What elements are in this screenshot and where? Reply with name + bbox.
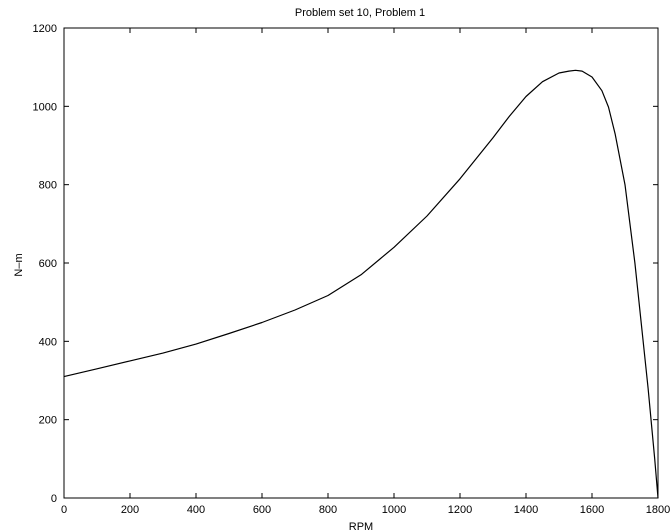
y-tick-label: 600: [39, 258, 57, 270]
series-group: [63, 69, 659, 499]
x-tick-label: 1000: [382, 504, 406, 516]
x-tick-label: 0: [61, 504, 67, 516]
y-tick-label: 1000: [33, 101, 57, 113]
y-tick-label: 1200: [33, 23, 57, 35]
x-tick-label: 600: [253, 504, 271, 516]
x-tick-label: 1800: [646, 504, 670, 516]
y-axis-ticks: 0 200 400 600 800 1000 1200: [33, 23, 658, 505]
torque-curve-line: [63, 69, 659, 499]
x-tick-label: 800: [319, 504, 337, 516]
x-tick-label: 1400: [514, 504, 538, 516]
y-axis-label: N–m: [13, 253, 25, 276]
y-tick-label: 200: [39, 415, 57, 427]
x-tick-label: 1600: [580, 504, 604, 516]
y-tick-label: 400: [39, 336, 57, 348]
x-axis-label: RPM: [349, 521, 373, 531]
x-tick-label: 400: [187, 504, 205, 516]
chart-title: Problem set 10, Problem 1: [295, 7, 425, 19]
x-tick-label: 200: [121, 504, 139, 516]
x-tick-label: 1200: [448, 504, 472, 516]
y-tick-label: 800: [39, 180, 57, 192]
x-axis-ticks: 0 200 400 600 800 1000 1200 1400 1600 1800: [61, 28, 670, 516]
y-tick-label: 0: [51, 493, 57, 505]
plot-frame: [63, 27, 659, 499]
